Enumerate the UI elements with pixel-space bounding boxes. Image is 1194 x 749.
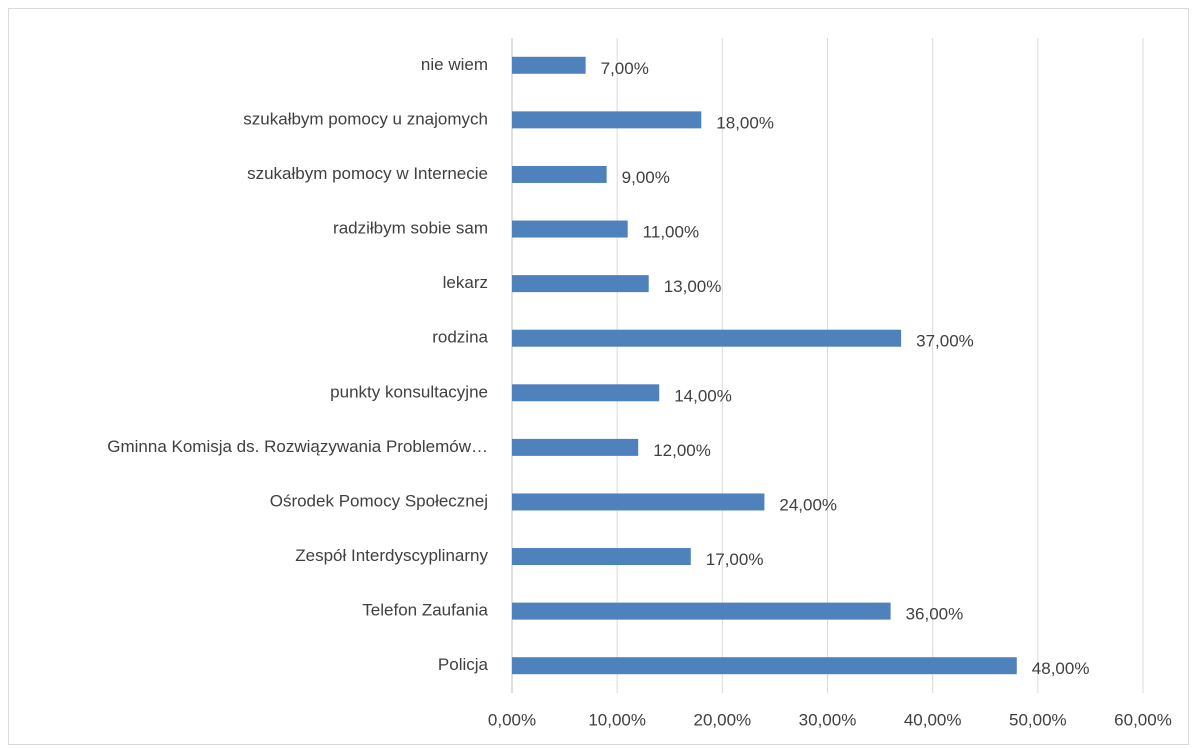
data-label: 48,00% [1032,659,1090,678]
bar [512,548,691,566]
x-tick-label: 40,00% [904,710,962,729]
bar [512,220,628,238]
y-tick-label: rodzina [432,328,488,347]
chart-frame [8,8,1189,745]
bar [512,111,702,129]
data-label: 37,00% [916,332,974,351]
data-label: 7,00% [601,59,649,78]
y-tick-label: Gminna Komisja ds. Rozwiązywania Problem… [107,437,488,456]
x-tick-label: 50,00% [1009,710,1067,729]
x-tick-label: 20,00% [693,710,751,729]
y-tick-label: Ośrodek Pomocy Społecznej [270,491,488,510]
y-tick-label: szukałbym pomocy w Internecie [247,164,488,183]
y-tick-label: szukałbym pomocy u znajomych [243,109,488,128]
bar [512,275,649,293]
data-label: 11,00% [643,223,699,242]
data-label: 24,00% [779,495,837,514]
data-label: 18,00% [716,113,774,132]
y-tick-label: lekarz [443,273,488,292]
bar [512,329,902,347]
data-label: 36,00% [906,605,964,624]
x-tick-label: 10,00% [588,710,646,729]
bar [512,602,891,620]
x-tick-label: 30,00% [799,710,857,729]
bar [512,493,765,511]
y-tick-label: punkty konsultacyjne [330,382,488,401]
data-label: 14,00% [674,386,732,405]
bar [512,165,607,183]
bar [512,438,639,456]
y-tick-label: nie wiem [421,55,488,74]
data-label: 17,00% [706,550,764,569]
y-tick-label: Telefon Zaufania [362,601,488,620]
data-label: 12,00% [653,441,711,460]
bar [512,384,660,402]
data-label: 9,00% [622,168,670,187]
y-tick-label: radziłbym sobie sam [333,219,488,238]
y-tick-label: Policja [438,655,489,674]
x-tick-label: 60,00% [1114,710,1172,729]
y-tick-label: Zespół Interdyscyplinarny [295,546,488,565]
x-tick-label: 0,00% [488,710,536,729]
bar [512,657,1017,675]
bar [512,56,586,74]
data-label: 13,00% [664,277,722,296]
